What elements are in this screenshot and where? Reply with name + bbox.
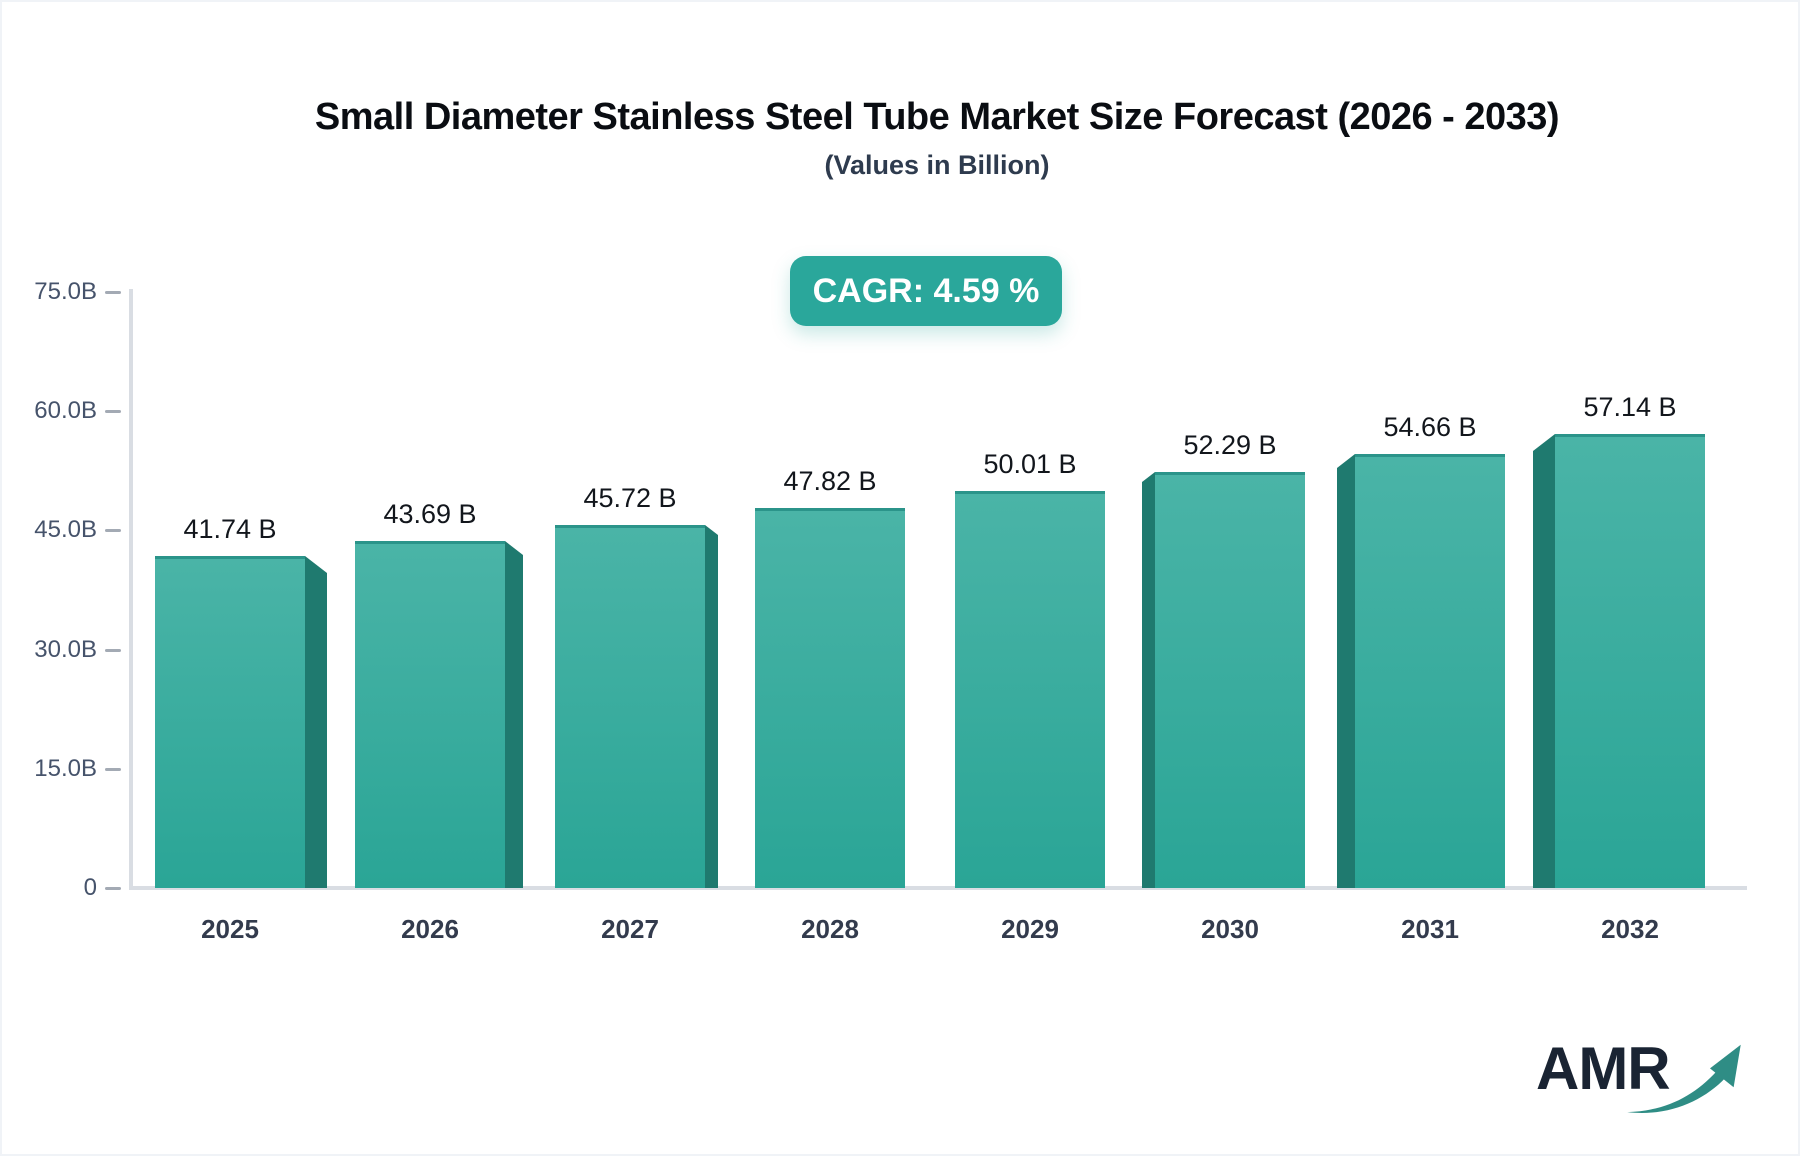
y-tick-mark <box>105 648 121 652</box>
bar-2027 <box>555 525 705 888</box>
x-axis-label-2027: 2027 <box>601 914 659 944</box>
y-tick-mark <box>105 529 121 533</box>
y-tick-label: 75.0B <box>34 278 97 305</box>
bar-value-label: 45.72 B <box>583 483 677 513</box>
x-axis-label-2026: 2026 <box>401 914 459 944</box>
bar-2031 <box>1355 454 1505 888</box>
x-axis-label-2029: 2029 <box>1001 914 1059 944</box>
y-tick-mark <box>105 767 121 771</box>
bar-2030 <box>1155 472 1305 888</box>
trend-up-swoosh-arrow-icon <box>1627 1044 1741 1113</box>
bar-2032 <box>1555 434 1705 888</box>
bar-2026 <box>355 541 505 888</box>
y-tick-mark <box>105 291 121 294</box>
bar-2028 <box>755 508 905 888</box>
y-tick-mark <box>105 410 121 414</box>
bar-value-label: 52.29 B <box>1183 430 1277 460</box>
y-tick-mark <box>105 887 121 890</box>
bar-side-face <box>505 541 523 888</box>
x-axis-label-2025: 2025 <box>201 914 259 944</box>
x-axis-label-2032: 2032 <box>1601 914 1659 944</box>
y-tick-label: 15.0B <box>34 754 97 782</box>
x-axis-label-2031: 2031 <box>1401 914 1459 944</box>
bar-side-face <box>1142 472 1155 888</box>
bar-value-label: 57.14 B <box>1583 392 1677 422</box>
bar-side-face <box>305 556 327 888</box>
bar-value-label: 50.01 B <box>983 449 1077 479</box>
bar-value-label: 47.82 B <box>783 466 877 496</box>
cagr-badge: CAGR: 4.59 % <box>790 256 1062 326</box>
bar-value-label: 43.69 B <box>383 499 477 529</box>
x-axis-label-2028: 2028 <box>801 914 859 944</box>
bar-side-face <box>1533 434 1555 888</box>
bar-side-face <box>1337 454 1355 888</box>
bar-2029 <box>955 491 1105 888</box>
y-tick-label: 45.0B <box>34 516 97 544</box>
amr-logo: AMR <box>1532 1032 1772 1122</box>
x-axis-line <box>129 886 1747 890</box>
chart-subtitle: (Values in Billion) <box>824 150 1050 180</box>
y-axis-line <box>129 289 133 889</box>
y-tick-label: 30.0B <box>34 635 97 663</box>
x-axis-label-2030: 2030 <box>1201 914 1259 944</box>
amr-logo-text: AMR <box>1536 1035 1671 1102</box>
y-tick-label: 60.0B <box>34 397 97 425</box>
page-title: Small Diameter Stainless Steel Tube Mark… <box>314 96 1560 138</box>
y-tick-label: 0 <box>83 874 97 901</box>
bar-value-label: 41.74 B <box>183 514 277 544</box>
bar-value-label: 54.66 B <box>1383 412 1477 442</box>
bar-side-face <box>705 525 718 888</box>
bar-2025 <box>155 556 305 888</box>
